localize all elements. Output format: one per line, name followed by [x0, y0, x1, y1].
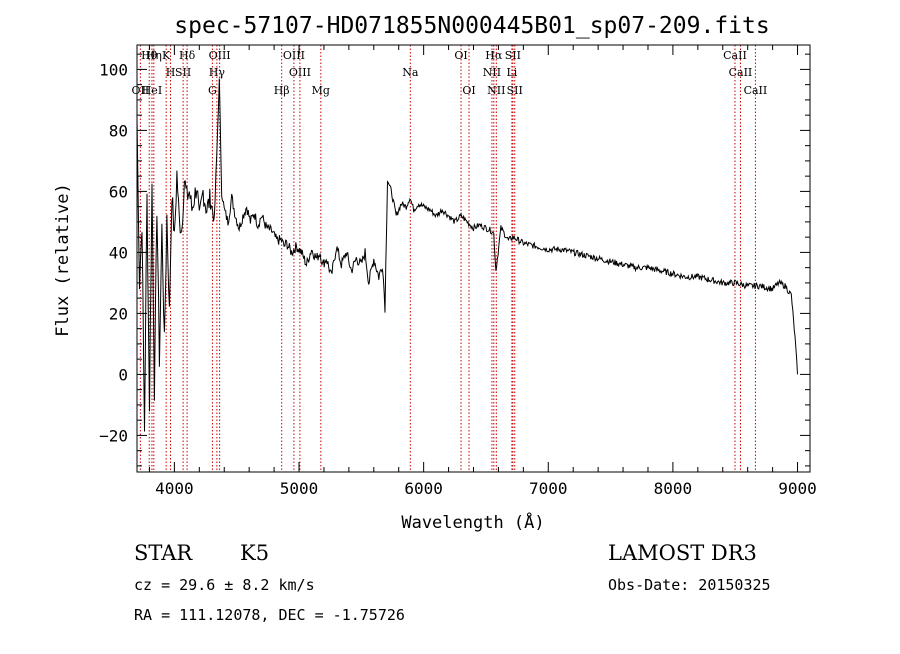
x-tick-label: 7000: [529, 479, 568, 498]
spectral-line-label: NII: [483, 66, 501, 79]
object-class: STAR: [134, 541, 193, 565]
x-tick-label: 4000: [155, 479, 194, 498]
obs-date: Obs-Date: 20150325: [608, 576, 771, 594]
y-axis-title: Flux (relative): [53, 183, 73, 337]
spectral-line-label: OI: [462, 84, 475, 97]
spectral-line-label: CaII: [723, 49, 747, 62]
spectral-line-label: G: [208, 84, 217, 97]
x-tick-label: 9000: [778, 479, 817, 498]
x-tick-label: 5000: [280, 479, 319, 498]
spectral-line-label: SII: [505, 49, 521, 62]
y-tick-label: 100: [99, 60, 128, 79]
spectral-line-label: OIII: [283, 49, 305, 62]
spectrum-line: [136, 78, 798, 432]
coordinates: RA = 111.12078, DEC = -1.75726: [134, 606, 405, 624]
y-tick-label: 80: [109, 121, 128, 140]
spectral-line-label: SII: [175, 66, 191, 79]
chart-title: spec-57107-HD071855N000445B01_sp07-209.f…: [174, 13, 769, 39]
y-tick-label: 40: [109, 243, 128, 262]
spectral-line-markers: [139, 45, 756, 472]
spectral-line-label: Hθ: [141, 49, 158, 62]
object-subclass: K5: [240, 541, 269, 565]
spectral-line-label: SII: [507, 84, 523, 97]
x-tick-label: 6000: [404, 479, 443, 498]
spectral-line-label: Li: [506, 66, 517, 79]
spectral-line-label: OII: [132, 84, 150, 97]
spectral-line-label: OI: [454, 49, 467, 62]
redshift-value: cz = 29.6 ± 8.2 km/s: [134, 576, 315, 594]
spectral-line-label: CaII: [729, 66, 753, 79]
plot-frame: [136, 44, 811, 473]
spectral-line-label: Mg: [312, 84, 330, 97]
spectral-line-label: Hη: [146, 49, 162, 62]
y-tick-label: 20: [109, 304, 128, 323]
x-axis-title: Wavelength (Å): [401, 511, 544, 533]
spectral-line-label: Hγ: [209, 66, 226, 79]
spectral-line-label: Hδ: [179, 49, 196, 62]
spectral-line-label: OIII: [209, 49, 231, 62]
axis-ticks: 4000 5000 6000 7000 8000 9000 −20 0 20 40 60 80 100: [99, 45, 817, 498]
y-tick-label: 60: [109, 182, 128, 201]
spectral-line-label: K: [162, 49, 171, 62]
y-tick-label: 0: [118, 365, 128, 384]
spectral-line-label: Hβ: [274, 84, 290, 97]
spectral-line-label: Hα: [485, 49, 503, 62]
spectral-line-label: Na: [402, 66, 419, 79]
spectral-line-label: NII: [487, 84, 505, 97]
y-tick-label: −20: [99, 426, 128, 445]
spectral-line-label: HeI: [142, 84, 162, 97]
spectral-line-label: H: [166, 66, 176, 79]
x-tick-label: 8000: [654, 479, 693, 498]
spectral-line-label: CaII: [744, 84, 768, 97]
spectral-line-label: OIII: [289, 66, 311, 79]
survey-name: LAMOST DR3: [608, 541, 757, 565]
